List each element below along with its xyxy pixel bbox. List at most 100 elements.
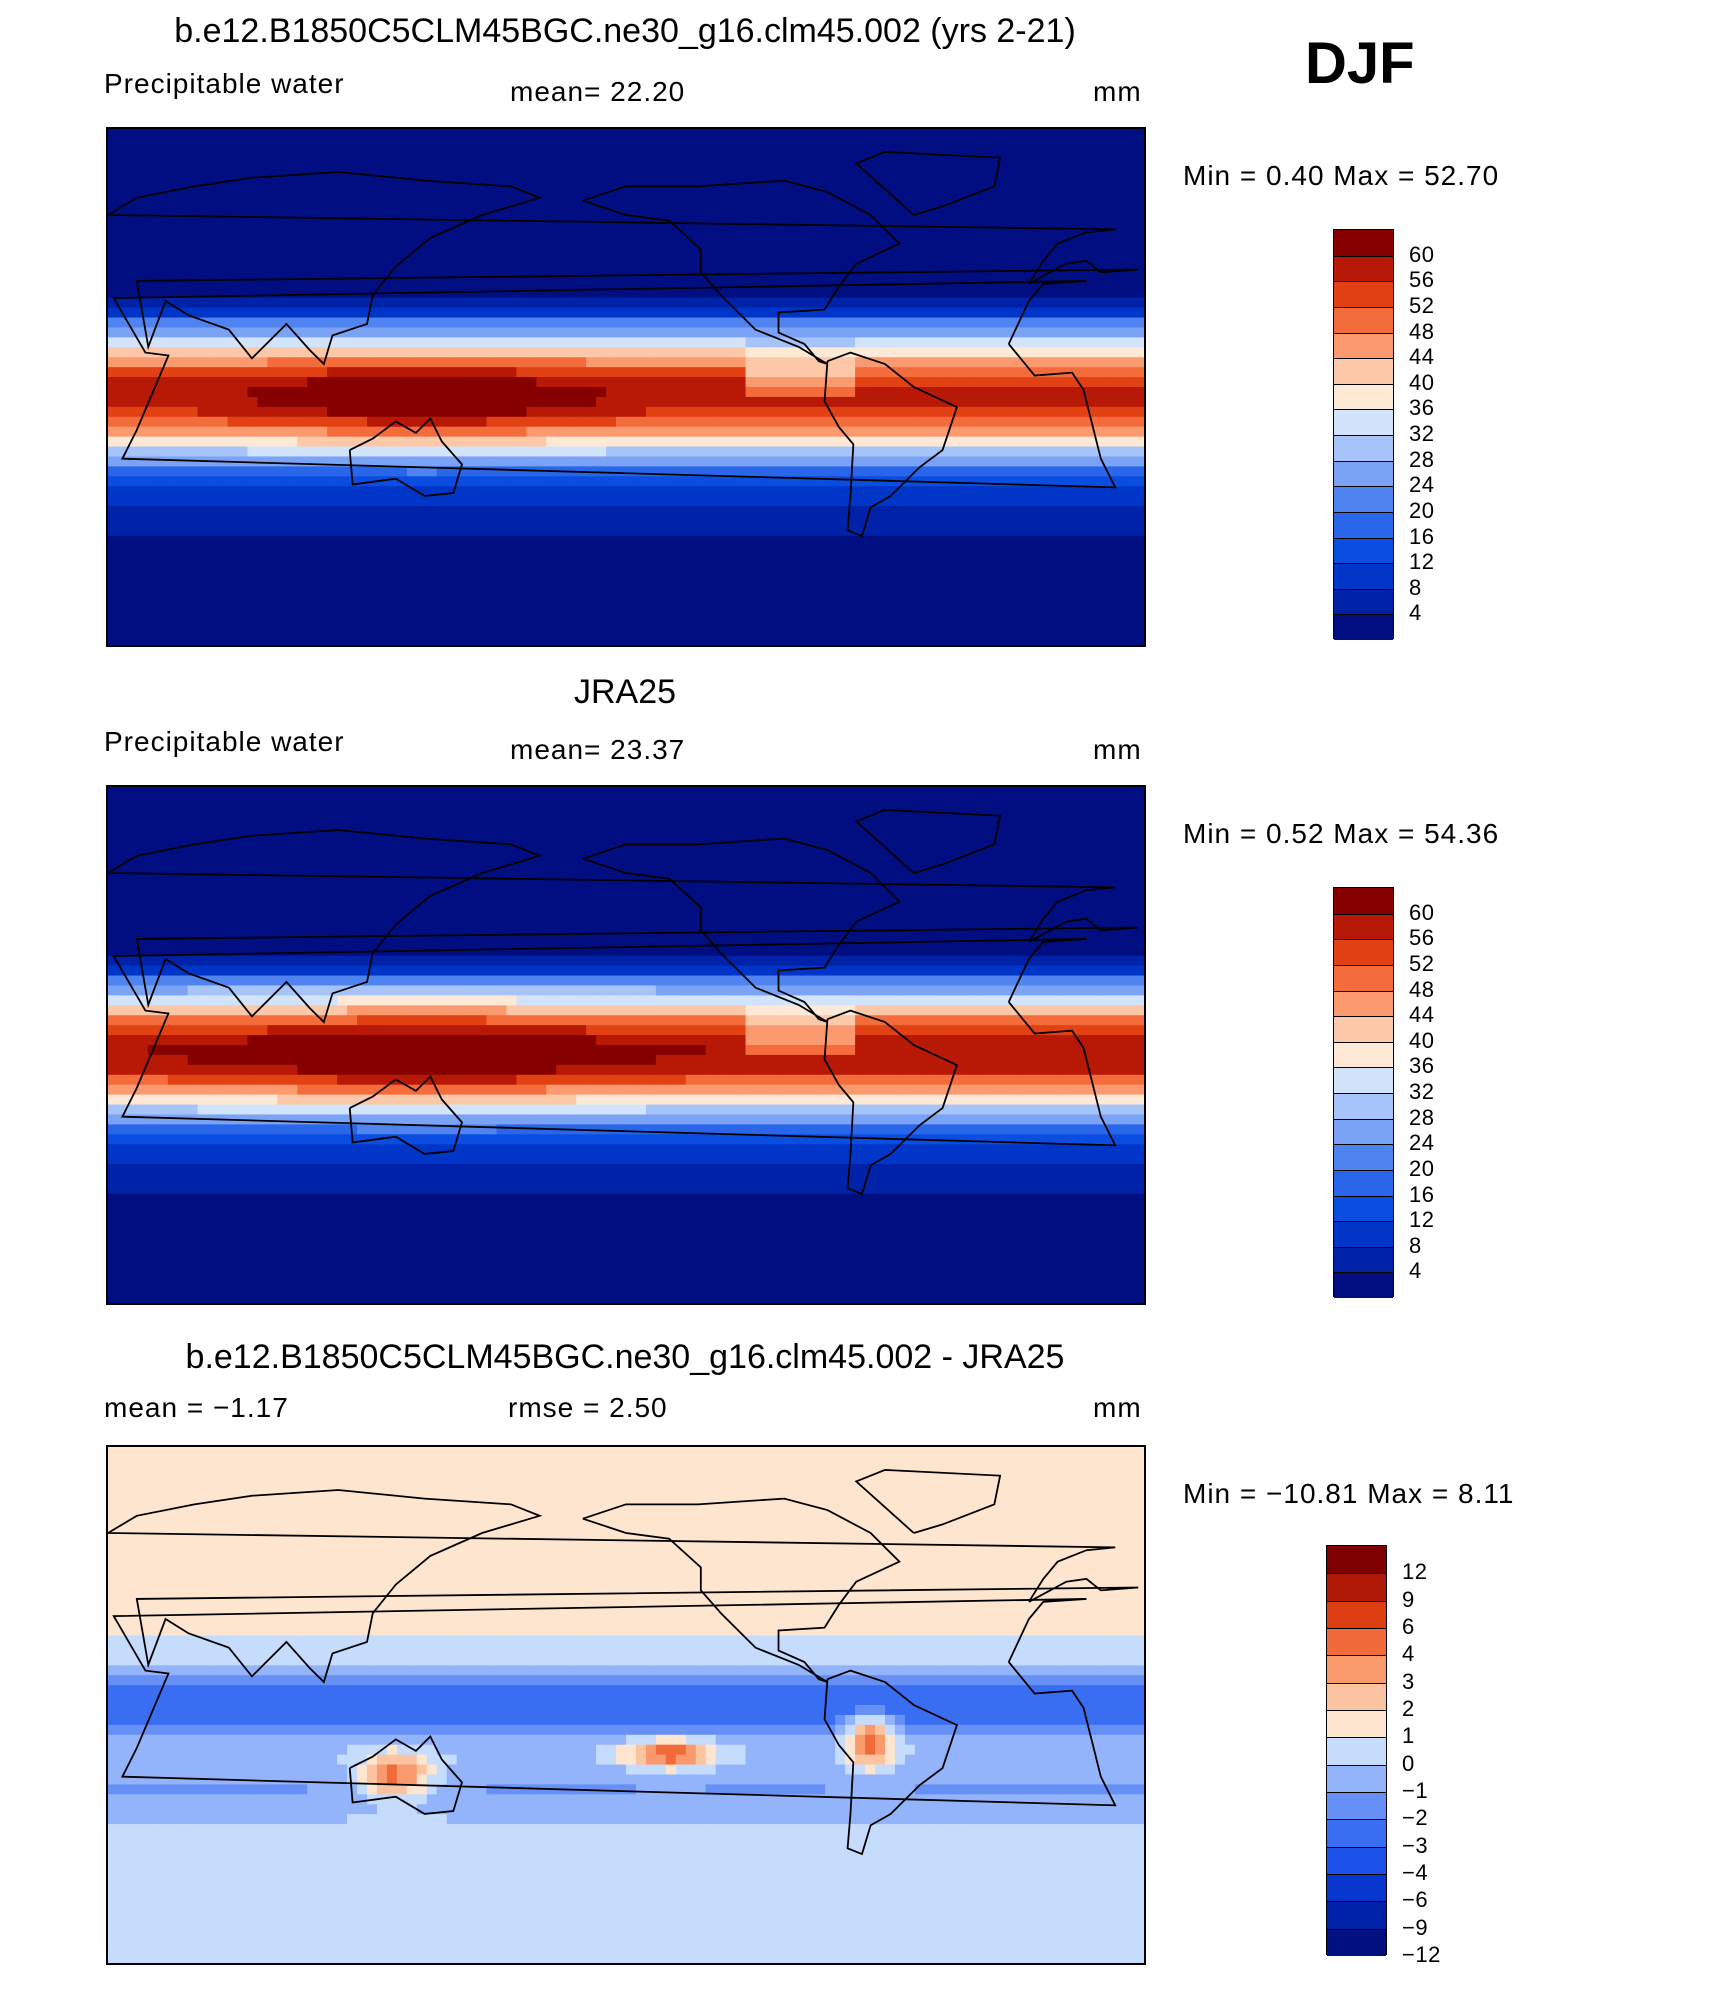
colorbar-swatch <box>1327 1710 1386 1738</box>
colorbar-tick-label: 36 <box>1409 395 1435 421</box>
colorbar-tick-label: 2 <box>1402 1696 1415 1721</box>
panel2-minmax: Min = 0.52 Max = 54.36 <box>1183 818 1500 849</box>
colorbar-tick-label: 20 <box>1409 1155 1435 1181</box>
coastline <box>108 829 1139 1024</box>
colorbar-swatch <box>1334 1195 1393 1222</box>
colorbar-tick-label: 8 <box>1409 1232 1422 1258</box>
coastline <box>348 417 463 497</box>
colorbar-tick-label: 60 <box>1409 241 1435 267</box>
colorbar-swatch <box>1334 409 1393 435</box>
colorbar-swatch <box>1327 1655 1386 1683</box>
coastline <box>854 809 1002 874</box>
colorbar-tick-label: 32 <box>1409 421 1435 446</box>
coastline <box>823 351 959 538</box>
colorbar-swatch <box>1334 435 1393 461</box>
colorbar-swatch <box>1334 614 1393 640</box>
colorbar-tick-label: 9 <box>1402 1586 1415 1612</box>
colorbar-swatch <box>1327 1792 1386 1820</box>
colorbar-tick-label: 28 <box>1409 1104 1435 1130</box>
colorbar-tick-label: 12 <box>1402 1559 1428 1585</box>
colorbar-tick-label: 48 <box>1409 318 1435 344</box>
colorbar-tick-label: 16 <box>1409 1181 1435 1207</box>
colorbar-tick-label: −9 <box>1402 1914 1429 1940</box>
coastline <box>112 1598 1117 1807</box>
coastline <box>823 1009 959 1196</box>
colorbar-tick-label: −3 <box>1402 1832 1429 1858</box>
panel3-mean-label: mean = −1.17 <box>104 1392 289 1423</box>
panel2-variable-label: Precipitable water <box>104 726 345 757</box>
colorbar-swatch <box>1334 1246 1393 1273</box>
colorbar-tick-label: 4 <box>1409 600 1422 626</box>
colorbar-tick-label: 24 <box>1409 472 1435 498</box>
panel3-minmax: Min = −10.81 Max = 8.11 <box>1183 1478 1515 1509</box>
colorbar-swatch <box>1334 1221 1393 1247</box>
panel1-colorbar <box>1333 229 1394 640</box>
colorbar-tick-label: −6 <box>1402 1887 1429 1913</box>
colorbar-tick-label: 12 <box>1409 549 1435 575</box>
coastline <box>854 151 1002 216</box>
panel3-title: b.e12.B1850C5CLM45BGC.ne30_g16.clm45.002… <box>185 1338 1065 1376</box>
colorbar-swatch <box>1334 1118 1393 1145</box>
colorbar-swatch <box>1334 1093 1393 1119</box>
colorbar-swatch <box>1327 1846 1386 1874</box>
colorbar-swatch <box>1334 1016 1393 1042</box>
colorbar-swatch <box>1334 990 1393 1017</box>
colorbar-tick-label: 52 <box>1409 950 1435 976</box>
colorbar-swatch <box>1334 358 1393 384</box>
colorbar-tick-label: 4 <box>1402 1641 1415 1667</box>
colorbar-tick-label: −12 <box>1402 1942 1441 1967</box>
colorbar-swatch <box>1334 255 1393 282</box>
coastline <box>823 1669 959 1856</box>
colorbar-swatch <box>1334 939 1393 965</box>
colorbar-tick-label: 20 <box>1409 497 1435 523</box>
colorbar-tick-label: 36 <box>1409 1053 1435 1079</box>
colorbar-swatch <box>1327 1546 1386 1574</box>
colorbar-tick-label: 40 <box>1409 1027 1435 1053</box>
colorbar-swatch <box>1334 1144 1393 1170</box>
panel3-map-svg <box>108 1447 1144 1963</box>
colorbar-swatch <box>1327 1628 1386 1656</box>
panel1-map <box>106 127 1146 647</box>
colorbar-tick-label: 60 <box>1409 899 1435 925</box>
colorbar-tick-label: 40 <box>1409 369 1435 395</box>
colorbar-tick-label: 0 <box>1402 1750 1415 1776</box>
colorbar-tick-label: 16 <box>1409 523 1435 549</box>
panel1-minmax: Min = 0.40 Max = 52.70 <box>1183 160 1500 191</box>
panel2-map-svg <box>108 787 1144 1303</box>
colorbar-swatch <box>1334 332 1393 359</box>
colorbar-swatch <box>1334 537 1393 564</box>
colorbar-swatch <box>1327 1874 1386 1902</box>
colorbar-tick-label: 56 <box>1409 925 1435 951</box>
panel2-colorbar <box>1333 887 1394 1298</box>
colorbar-tick-label: 4 <box>1409 1258 1422 1284</box>
colorbar-swatch <box>1327 1600 1386 1628</box>
coastline <box>108 171 1139 366</box>
season-label: DJF <box>1305 31 1415 96</box>
colorbar-tick-label: 32 <box>1409 1079 1435 1104</box>
colorbar-swatch <box>1334 888 1393 914</box>
panel1-variable-label: Precipitable water <box>104 68 345 99</box>
panel1-mean-label: mean= 22.20 <box>510 76 686 107</box>
colorbar-swatch <box>1334 1041 1393 1068</box>
panel2-units: mm <box>1093 734 1142 765</box>
coastline <box>582 179 901 365</box>
colorbar-swatch <box>1334 563 1393 589</box>
colorbar-swatch <box>1327 1573 1386 1601</box>
colorbar-tick-label: 56 <box>1409 267 1435 293</box>
colorbar-swatch <box>1334 511 1393 538</box>
colorbar-swatch <box>1334 230 1393 256</box>
colorbar-tick-label: −4 <box>1402 1860 1429 1885</box>
coastline <box>582 837 901 1023</box>
colorbar-swatch <box>1334 1067 1393 1093</box>
colorbar-tick-label: 6 <box>1402 1614 1415 1639</box>
colorbar-tick-label: 52 <box>1409 292 1435 318</box>
colorbar-tick-label: 3 <box>1402 1668 1415 1694</box>
panel1-title: b.e12.B1850C5CLM45BGC.ne30_g16.clm45.002… <box>174 12 1076 50</box>
colorbar-tick-label: −1 <box>1402 1778 1429 1803</box>
panel3-units: mm <box>1093 1392 1142 1423</box>
colorbar-swatch <box>1334 306 1393 333</box>
colorbar-swatch <box>1327 1928 1386 1956</box>
panel3-rmse-label: rmse = 2.50 <box>508 1392 668 1423</box>
colorbar-tick-label: 24 <box>1409 1130 1435 1156</box>
coastline <box>582 1497 901 1683</box>
